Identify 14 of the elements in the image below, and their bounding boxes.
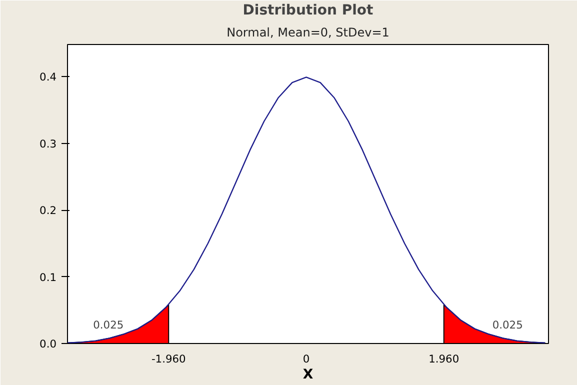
annotation: 0.025 xyxy=(492,318,523,332)
y-tick-label: 0.3 xyxy=(40,137,57,150)
x-tick-label: -1.960 xyxy=(151,352,186,366)
x-tick-label: 1.960 xyxy=(428,352,460,366)
y-tick-label: 0.1 xyxy=(40,270,57,284)
line-series xyxy=(68,76,546,344)
y-tick-label: 0.4 xyxy=(40,70,57,84)
chart-subtitle: Normal, Mean=0, StDev=1 xyxy=(226,26,390,40)
y-tick-label: 0.2 xyxy=(40,204,57,218)
annotation: 0.025 xyxy=(93,318,124,332)
x-tick-label: 0 xyxy=(302,352,310,366)
chart-title: Distribution Plot xyxy=(242,2,374,18)
y-tick-label: 0.0 xyxy=(40,338,57,350)
x-axis-title: X xyxy=(302,368,314,382)
